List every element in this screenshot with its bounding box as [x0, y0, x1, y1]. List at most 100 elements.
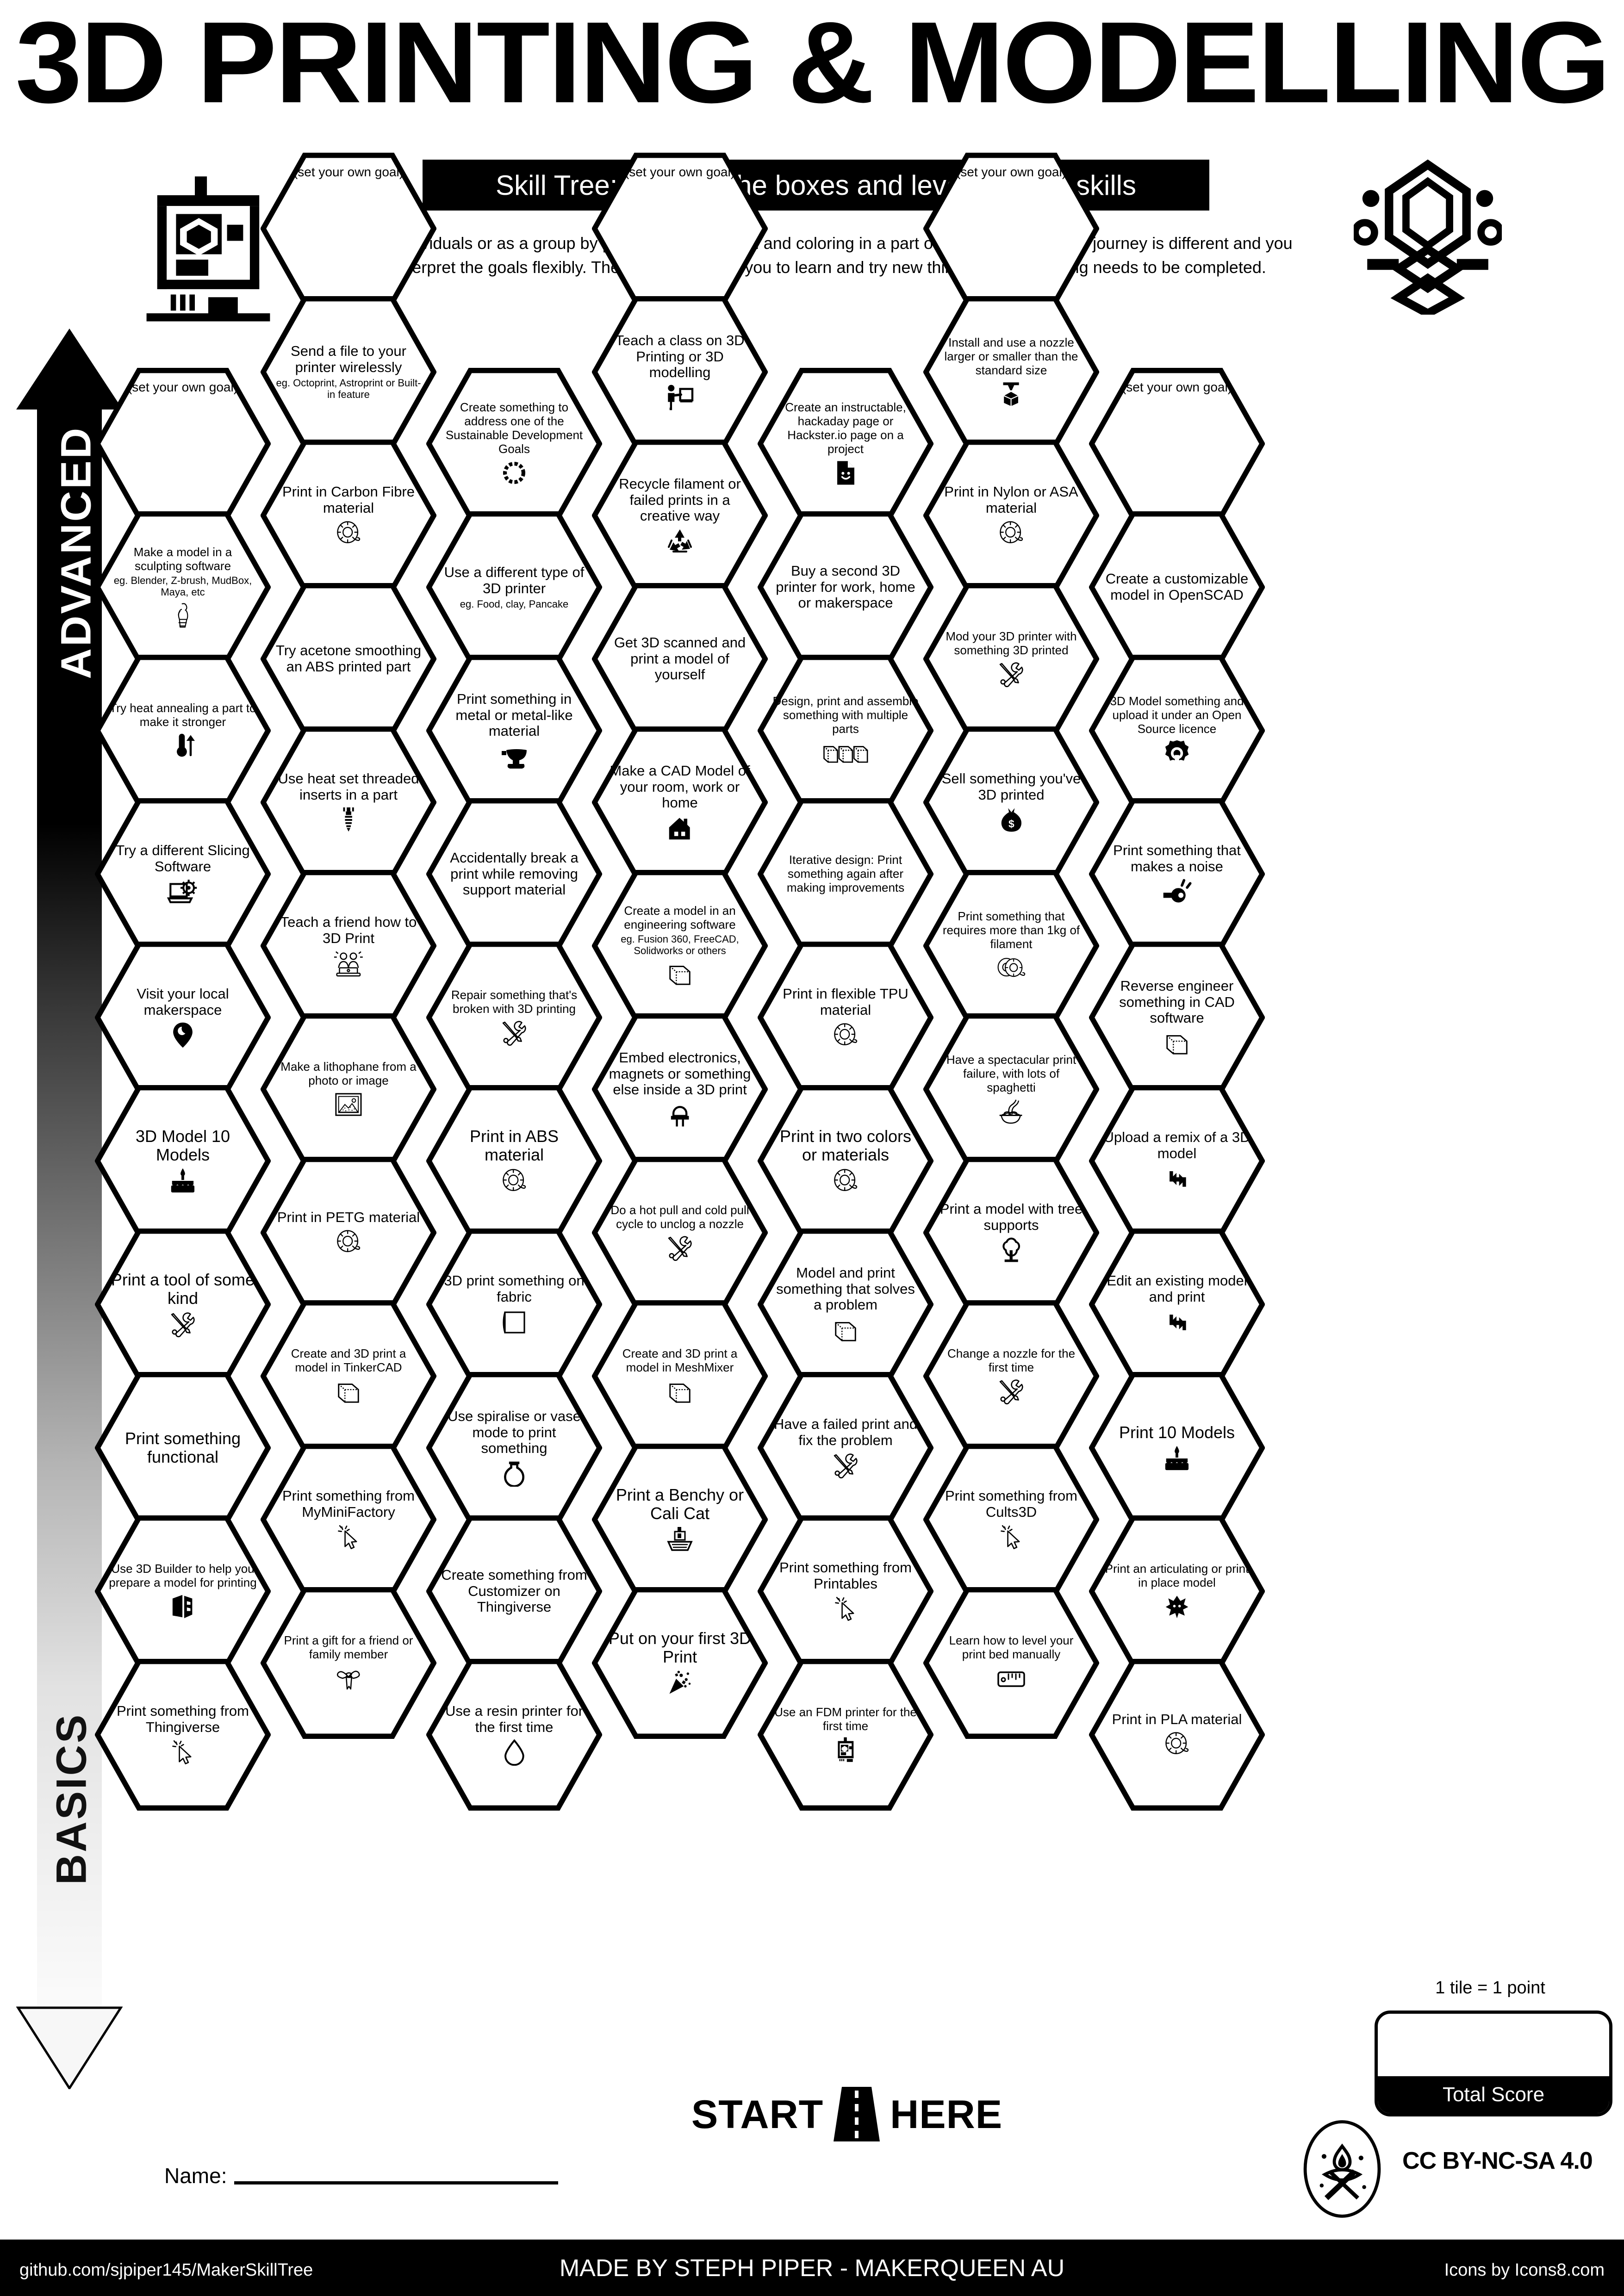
builder-icon — [171, 1593, 195, 1620]
skill-tile[interactable]: Sell something you've 3D printed $ — [923, 726, 1099, 878]
skill-tile[interactable]: Have a failed print and fix the problem — [758, 1372, 933, 1524]
skill-tile[interactable]: (set your own goal) — [592, 153, 768, 304]
gift-bow-icon — [335, 1664, 362, 1692]
skill-tile[interactable]: Edit an existing model and print — [1089, 1229, 1265, 1380]
filament-icon — [998, 519, 1025, 547]
cake-icon — [168, 1167, 197, 1195]
skill-tile[interactable]: Change a nozzle for the first time — [923, 1300, 1099, 1452]
skill-tile[interactable]: Make a model in a sculpting software eg. … — [95, 511, 271, 663]
anvil-icon — [500, 742, 529, 770]
skill-tile[interactable]: Use spiralise or vase mode to print some… — [426, 1372, 602, 1524]
skill-tile[interactable]: Buy a second 3D printer for work, home o… — [758, 511, 933, 663]
skill-tile[interactable]: Create something from Customizer on Thin… — [426, 1515, 602, 1667]
skill-tile[interactable]: Try acetone smoothing an ABS printed par… — [261, 583, 436, 735]
skill-tile[interactable]: Design, print and assemble something wit… — [758, 655, 933, 807]
skill-tile[interactable]: Create a customizable model in OpenSCAD — [1089, 511, 1265, 663]
skill-tile[interactable]: 3D Model something and upload it under a… — [1089, 655, 1265, 807]
skill-tile[interactable]: Create a model in an engineering softwar… — [592, 870, 768, 1022]
name-field[interactable]: Name: — [164, 2163, 559, 2188]
skill-tile[interactable]: Teach a class on 3D Printing or 3D model… — [592, 296, 768, 448]
skill-tile[interactable]: Make a lithophane from a photo or image — [261, 1013, 436, 1165]
skill-tile[interactable]: Use 3D Builder to help you prepare a mod… — [95, 1515, 271, 1667]
skill-tile[interactable]: Print something from Printables — [758, 1515, 933, 1667]
skill-tile[interactable]: Do a hot pull and cold pull cycle to unc… — [592, 1157, 768, 1309]
skill-tile[interactable]: Create and 3D print a model in TinkerCAD — [261, 1300, 436, 1452]
skill-tile[interactable]: Print a tool of some kind — [95, 1229, 271, 1380]
skill-tile[interactable]: Put on your first 3D Print — [592, 1587, 768, 1739]
skill-tile[interactable]: Learn how to level your print bed manual… — [923, 1587, 1099, 1739]
skill-tile[interactable]: Upload a remix of a 3D model — [1089, 1085, 1265, 1237]
filament-icon — [335, 1228, 362, 1256]
skill-tile[interactable]: Create and 3D print a model in MeshMixer — [592, 1300, 768, 1452]
skill-tile[interactable]: Print an articulating or print in place … — [1089, 1515, 1265, 1667]
skill-tile[interactable]: 3D print something on fabric — [426, 1229, 602, 1380]
skill-tile[interactable]: Print a model with tree supports — [923, 1157, 1099, 1309]
skill-tile[interactable]: Try heat annealing a part to make it str… — [95, 655, 271, 807]
skill-tile[interactable]: Visit your local makerspace — [95, 942, 271, 1093]
skill-tile[interactable]: Accidentally break a print while removin… — [426, 798, 602, 950]
skill-tile[interactable]: Print in Carbon Fibre material — [261, 440, 436, 591]
skill-tile[interactable]: (set your own goal) — [95, 368, 271, 520]
skill-tile[interactable]: Mod your 3D printer with something 3D pr… — [923, 583, 1099, 735]
skill-tile-title: Try heat annealing a part to make it str… — [109, 701, 256, 729]
skill-tile[interactable]: Embed electronics, magnets or something … — [592, 1013, 768, 1165]
skill-tile[interactable]: Repair something that's broken with 3D p… — [426, 942, 602, 1093]
skill-tile[interactable]: Print in PLA material — [1089, 1659, 1265, 1811]
skill-tile-title: Get 3D scanned and print a model of your… — [614, 634, 746, 683]
skill-tile[interactable]: Use an FDM printer for the first time — [758, 1659, 933, 1811]
skill-tile[interactable]: Print something that makes a noise — [1089, 798, 1265, 950]
skill-tile[interactable]: Have a spectacular print failure, with l… — [923, 1013, 1099, 1165]
total-score-box[interactable]: Total Score — [1375, 2011, 1612, 2116]
skill-tile[interactable]: Install and use a nozzle larger or small… — [923, 296, 1099, 448]
start-here-marker: START HERE — [678, 2087, 1016, 2142]
skill-tile[interactable]: Print something in metal or metal-like m… — [426, 655, 602, 807]
skill-tile[interactable]: (set your own goal) — [923, 153, 1099, 304]
skill-tile-title: Use a different type of 3D printer — [444, 564, 585, 596]
skill-tile[interactable]: Print something from Cults3D — [923, 1444, 1099, 1595]
skill-tile[interactable]: Make a CAD Model of your room, work or h… — [592, 726, 768, 878]
footer-icons-credit[interactable]: Icons by Icons8.com — [1444, 2260, 1605, 2280]
skill-tile-subtitle: eg. Octoprint, Astroprint or Built-in fe… — [276, 377, 421, 401]
skill-tile[interactable]: (set your own goal) — [261, 153, 436, 304]
vase-icon — [501, 1459, 527, 1487]
skill-tile[interactable]: Iterative design: Print something again … — [758, 798, 933, 950]
filament-icon — [501, 1167, 528, 1195]
skill-tile[interactable]: Print something that requires more than … — [923, 870, 1099, 1022]
skill-tile[interactable]: Print in two colors or materials — [758, 1085, 933, 1237]
skill-tile[interactable]: Send a file to your printer wirelessly eg… — [261, 296, 436, 448]
skill-tile-title: Print something from Printables — [779, 1559, 912, 1592]
skill-tile[interactable]: Create something to address one of the S… — [426, 368, 602, 520]
skill-tile[interactable]: Create an instructable, hackaday page or… — [758, 368, 933, 520]
skill-tile[interactable]: Print something from MyMiniFactory — [261, 1444, 436, 1595]
skill-tile-title: 3D Model 10 Models — [135, 1126, 230, 1164]
skill-tile[interactable]: Print something functional — [95, 1372, 271, 1524]
skill-tile[interactable]: Reverse engineer something in CAD softwa… — [1089, 942, 1265, 1093]
skill-tile[interactable]: Print in PETG material — [261, 1157, 436, 1309]
skill-tile[interactable]: Use heat set threaded inserts in a part — [261, 726, 436, 878]
skill-tile[interactable]: Get 3D scanned and print a model of your… — [592, 583, 768, 735]
skill-tile-title: Iterative design: Print something again … — [786, 853, 905, 894]
skill-tile[interactable]: Model and print something that solves a … — [758, 1229, 933, 1380]
skill-tile[interactable]: Print in ABS material — [426, 1085, 602, 1237]
skill-tile-title: (set your own goal) — [624, 165, 735, 179]
skill-tile[interactable]: Recycle filament or failed prints in a c… — [592, 440, 768, 591]
map-pin-icon — [169, 1021, 196, 1049]
skill-tile[interactable]: Print in Nylon or ASA material — [923, 440, 1099, 591]
skill-tile-title: (set your own goal) — [956, 165, 1067, 179]
presenter-icon — [666, 384, 694, 411]
skill-tile-title: Print a model with tree supports — [940, 1201, 1083, 1233]
skill-tile[interactable]: Print a Benchy or Cali Cat — [592, 1444, 768, 1595]
skill-tile[interactable]: 3D Model 10 Models — [95, 1085, 271, 1237]
skill-tile[interactable]: (set your own goal) — [1089, 368, 1265, 520]
skill-tile[interactable]: Print in flexible TPU material — [758, 942, 933, 1093]
skill-tile[interactable]: Try a different Slicing Software — [95, 798, 271, 950]
skill-tile[interactable]: Use a resin printer for the first time — [426, 1659, 602, 1811]
skill-tile[interactable]: Print something from Thingiverse — [95, 1659, 271, 1811]
footer-github-link[interactable]: github.com/sjpiper145/MakerSkillTree — [19, 2260, 313, 2280]
skill-tile[interactable]: Print a gift for a friend or family memb… — [261, 1587, 436, 1739]
here-label: HERE — [890, 2092, 1003, 2137]
skill-tile[interactable]: Print 10 Models — [1089, 1372, 1265, 1524]
name-input-line[interactable] — [234, 2178, 559, 2184]
skill-tile[interactable]: Use a different type of 3D printer eg. Fo… — [426, 511, 602, 663]
skill-tile[interactable]: Teach a friend how to 3D Print — [261, 870, 436, 1022]
